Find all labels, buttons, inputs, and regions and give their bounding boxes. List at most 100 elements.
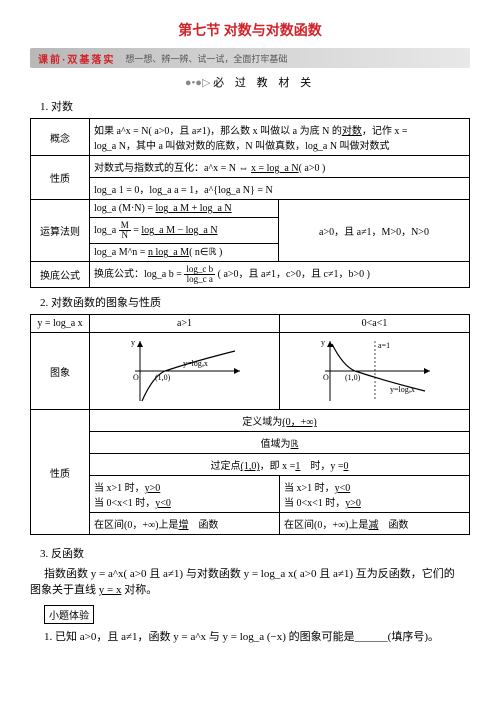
table-row: 性质 定义域为(0，+∞) [31,410,470,432]
table-row: 概念 如果 a^x = N( a>0，且 a≠1)，那么数 x 叫做以 a 为底… [31,119,470,156]
cell: 定义域为(0，+∞) [90,410,470,432]
u: log_a M − log_a N [141,225,217,236]
pt: (1,0) [155,373,171,382]
t: ，记作 x = [362,126,408,137]
sec3-text2: 图象关于直线 y = x 对称。 [30,581,470,597]
sec3-text: 指数函数 y = a^x( a>0 且 a≠1) 与对数函数 y = log_a… [44,565,470,581]
u: 1 [295,461,300,472]
cell-label: 性质 [31,410,90,535]
u: y<0 [155,498,171,509]
t: ( n∈ℝ ) [189,247,222,258]
u: x = log_a N [251,163,299,174]
t: 函数 [198,520,218,531]
table-row: 图象 y O y=logₐx (1,0) [31,333,470,410]
t: 定义域为 [242,417,282,428]
table-1: 概念 如果 a^x = N( a>0，且 a≠1)，那么数 x 叫做以 a 为底… [30,118,470,288]
cell-content: log_a 1 = 0，log_a a = 1，a^{log_a N} = N [90,178,470,200]
heading-3: 3. 反函数 [40,545,470,561]
cell: 过定点(1,0)，即 x =1 时，y =0 [90,454,470,476]
t: 在区间(0，+∞)上是 [284,520,368,531]
q1: 1. 已知 a>0，且 a≠1，函数 y = a^x 与 y = log_a (… [44,628,470,644]
sub-banner: ●•●▷ 必 过 教 材 关 [30,74,470,90]
u: y<0 [335,483,351,494]
t: 当 x>1 时， [284,483,335,494]
cell-graph: y O y=logₐx (1,0) [90,333,280,410]
u: 减 [368,520,378,531]
cell: 当 x>1 时，y<0 当 0<x<1 时，y>0 [280,476,470,513]
table-row: 在区间(0，+∞)上是增 函数 在区间(0，+∞)上是减 函数 [31,513,470,535]
t: 对数式与指数式的互化：a^x = N ⇔ [94,163,251,174]
u: ℝ [291,439,299,450]
curve-label: y=logₐx [390,385,415,394]
banner-right: 想一想、辨一辨、试一试，全面打牢基础 [115,52,287,65]
cell-content: log_a MN = log_a M − log_a N [90,218,279,244]
u: 增 [178,520,188,531]
t: 过定点 [211,461,241,472]
page-title: 第七节 对数与对数函数 [30,20,470,40]
a-label: a=1 [378,341,390,350]
page: 第七节 对数与对数函数 课前·双基落实 想一想、辨一辨、试一试，全面打牢基础 ●… [0,0,500,706]
ylabel: y [321,338,325,347]
table-row: y = log_a x a>1 0<a<1 [31,315,470,333]
frac: log_c blog_c a [184,265,215,284]
t: 当 0<x<1 时， [284,498,345,509]
u: n log_a M [148,247,189,258]
section-banner: 课前·双基落实 想一想、辨一辨、试一试，全面打牢基础 [30,48,470,68]
u: y = x [99,584,122,596]
table-row: 换底公式 换底公式：log_a b = log_c blog_c a ( a>0… [31,262,470,288]
cell-label: 图象 [31,333,90,410]
u: (0，+∞) [282,417,316,428]
t: 时，y = [310,461,343,472]
curve-label: y=logₐx [183,359,208,368]
t: log_a (M·N) = [94,203,155,214]
table-row: 当 x>1 时，y>0 当 0<x<1 时，y<0 当 x>1 时，y<0 当 … [31,476,470,513]
cell: a>1 [90,315,280,333]
t: 如果 a^x = N( a>0，且 a≠1)，那么数 x 叫做以 a 为底 N … [94,126,342,137]
pt: (1,0) [345,373,361,382]
t: 换底公式：log_a b = [94,269,184,280]
cell-label: 性质 [31,156,90,200]
u: y>0 [345,498,361,509]
table-2: y = log_a x a>1 0<a<1 图象 y O y= [30,314,470,535]
table-row: 值域为ℝ [31,432,470,454]
t: log_a M^n = [94,247,148,258]
origin: O [323,373,329,382]
cell-content: 如果 a^x = N( a>0，且 a≠1)，那么数 x 叫做以 a 为底 N … [90,119,470,156]
frac: MN [119,221,131,240]
t: 当 x>1 时， [94,483,145,494]
cell: y = log_a x [31,315,90,333]
u: y>0 [145,483,161,494]
table-row: log_a 1 = 0，log_a a = 1，a^{log_a N} = N [31,178,470,200]
t: 函数 [388,520,408,531]
cell-label: 概念 [31,119,90,156]
table-row: 过定点(1,0)，即 x =1 时，y =0 [31,454,470,476]
table-row: 性质 对数式与指数式的互化：a^x = N ⇔ x = log_a N( a>0… [31,156,470,178]
d: log_c a [184,275,215,284]
cell: 在区间(0，+∞)上是增 函数 [90,513,280,535]
table-row: 运算法则 log_a (M·N) = log_a M + log_a N a>0… [31,200,470,218]
origin: O [133,373,139,382]
cell-content: log_a M^n = n log_a M( n∈ℝ ) [90,244,279,262]
tiyan-box-wrap: 小题体验 [44,605,470,624]
cell-content: 换底公式：log_a b = log_c blog_c a ( a>0，且 a≠… [90,262,470,288]
heading-1: 1. 对数 [40,98,470,114]
ylabel: y [131,338,135,347]
t: 值域为 [261,439,291,450]
cell-label: 换底公式 [31,262,90,288]
t: ( a>0 ) [299,163,326,174]
t: 在区间(0，+∞)上是 [94,520,178,531]
exercise-box: 小题体验 [44,605,94,624]
heading-2: 2. 对数函数的图象与性质 [40,294,470,310]
t: ( a>0，且 a≠1，c>0，且 c≠1，b>0 ) [218,269,370,280]
t: 当 0<x<1 时， [94,498,155,509]
cell-cond: a>0，且 a≠1，M>0，N>0 [279,200,470,262]
u: 0 [343,461,348,472]
cell-content: 对数式与指数式的互化：a^x = N ⇔ x = log_a N( a>0 ) [90,156,470,178]
log-graph-a-gt-1: y O y=logₐx (1,0) [125,336,245,406]
t: 指数函数 y = a^x( a>0 且 a≠1) 与对数函数 y = log_a… [44,568,455,580]
d: N [119,231,131,240]
u: log_a M + log_a N [155,203,231,214]
banner-left: 课前·双基落实 [30,51,115,66]
t: ，即 x = [260,461,296,472]
subbanner-text: 必 过 教 材 关 [213,77,315,89]
